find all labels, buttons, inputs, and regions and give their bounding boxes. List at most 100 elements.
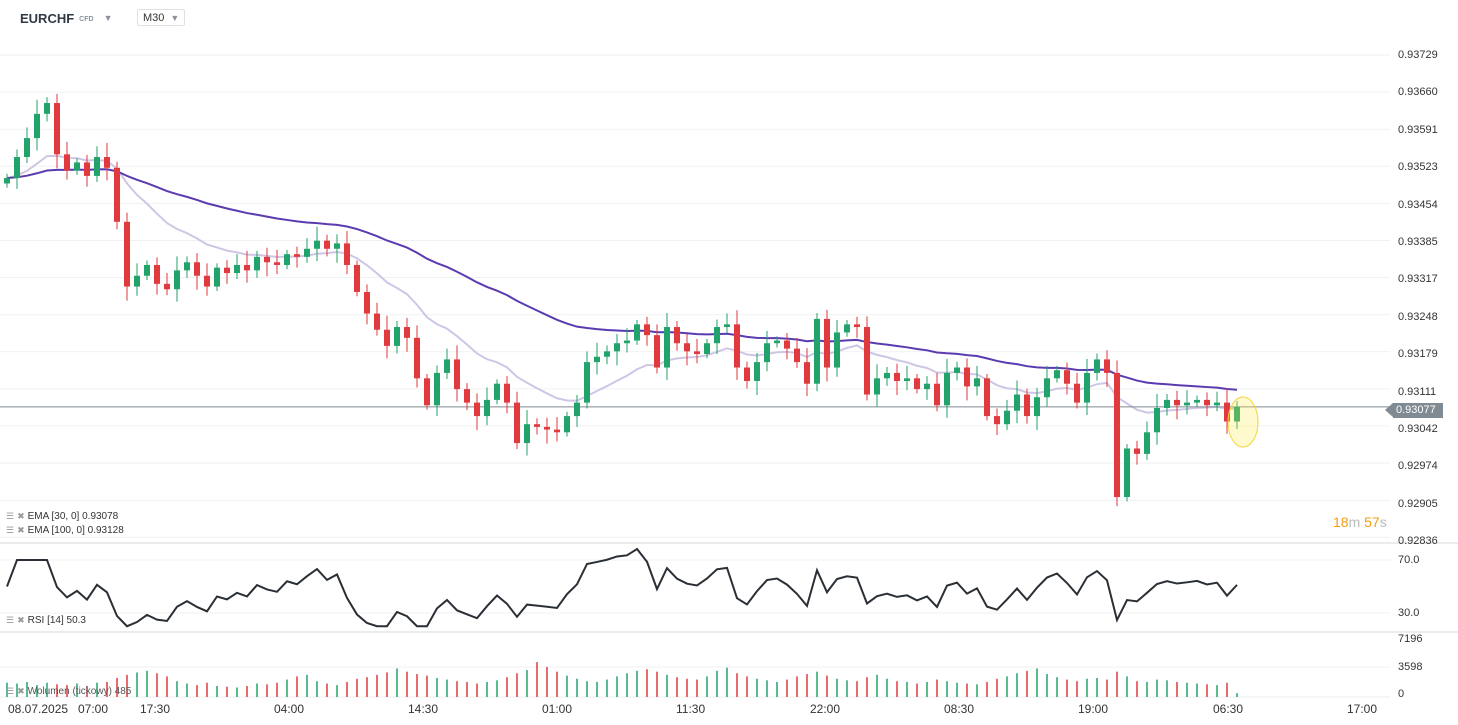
candle-body: [1214, 402, 1220, 406]
volume-axis-zero: 0: [1398, 688, 1405, 700]
candle-body: [824, 318, 830, 368]
time-axis-label: 08.07.2025: [8, 702, 69, 716]
candle-body: [674, 327, 680, 344]
candle-body: [214, 267, 220, 287]
rsi-legend[interactable]: ☰ ✖ RSI [14] 50.3: [6, 615, 86, 626]
close-icon[interactable]: ✖: [17, 525, 25, 535]
menu-icon[interactable]: ☰: [6, 615, 15, 625]
menu-icon[interactable]: ☰: [6, 686, 15, 696]
chevron-down-icon: ▼: [170, 12, 180, 23]
candle-body: [1114, 372, 1120, 498]
candle-body: [1234, 406, 1240, 422]
candle-body: [974, 378, 980, 387]
candle-body: [4, 178, 10, 184]
candle-body: [864, 327, 870, 395]
candle-body: [1004, 410, 1010, 425]
candle-body: [914, 378, 920, 390]
candle-body: [1134, 448, 1140, 454]
volume-legend[interactable]: ☰ ✖ Wolumen (tickowy) 485: [6, 686, 132, 697]
candle-body: [684, 343, 690, 352]
candle-body: [294, 254, 300, 257]
candle-body: [104, 157, 110, 168]
candle-body: [1144, 432, 1150, 454]
candle-body: [754, 362, 760, 382]
candle-timer: 18m 57s: [1333, 514, 1387, 530]
candle-body: [844, 324, 850, 333]
candle-body: [424, 378, 430, 406]
candle-body: [234, 264, 240, 274]
candle-body: [1054, 370, 1060, 379]
candle-body: [704, 343, 710, 355]
candle-body: [554, 429, 560, 433]
candle-body: [164, 283, 170, 290]
candle-body: [954, 367, 960, 373]
candle-body: [764, 343, 770, 363]
price-axis-label: 0.93523: [1398, 161, 1438, 174]
time-axis-label: 01:00: [542, 702, 573, 716]
close-icon[interactable]: ✖: [17, 686, 25, 696]
rsi-line: [6, 547, 1238, 628]
candle-body: [404, 327, 410, 338]
menu-icon[interactable]: ☰: [6, 511, 15, 521]
candle-body: [564, 416, 570, 433]
candle-body: [484, 399, 490, 417]
price-axis-label: 0.93179: [1398, 348, 1438, 361]
price-axis-label: 0.93317: [1398, 273, 1438, 286]
candle-body: [244, 264, 250, 271]
price-axis-label: 0.93385: [1398, 236, 1438, 248]
candle-body: [934, 383, 940, 406]
candle-body: [144, 264, 150, 276]
current-price-tag: 0.93077: [1385, 403, 1443, 418]
last-candle-highlight: [1227, 396, 1259, 448]
candle-body: [624, 340, 630, 344]
candle-body: [534, 424, 540, 427]
candle-body: [184, 262, 190, 271]
close-icon[interactable]: ✖: [17, 511, 25, 521]
candle-body: [524, 424, 530, 444]
candle-body: [444, 359, 450, 373]
candle-body: [1044, 378, 1050, 398]
candle-body: [854, 324, 860, 328]
symbol-selector[interactable]: EURCHF CFD ▼: [20, 9, 112, 27]
candle-body: [474, 402, 480, 417]
time-axis-label: 17:30: [140, 702, 171, 716]
candle-body: [1124, 448, 1130, 498]
candle-body: [34, 113, 40, 139]
ema100-legend[interactable]: ☰ ✖ EMA [100, 0] 0.93128: [6, 525, 124, 536]
candle-body: [1064, 370, 1070, 384]
candle-body: [304, 248, 310, 257]
candle-body: [324, 240, 330, 249]
ema100-line: [6, 168, 1238, 391]
timeframe-value: M30: [143, 11, 165, 24]
candle-body: [204, 275, 210, 287]
candle-body: [964, 367, 970, 387]
candle-body: [604, 351, 610, 357]
menu-icon[interactable]: ☰: [6, 525, 15, 535]
time-axis-label: 17:00: [1347, 702, 1378, 716]
timeframe-select[interactable]: M30 ▼: [137, 9, 186, 26]
candle-body: [1034, 397, 1040, 417]
candle-body: [1074, 383, 1080, 403]
candle-body: [194, 262, 200, 276]
candle-body: [694, 351, 700, 355]
close-icon[interactable]: ✖: [17, 615, 25, 625]
price-axis-label: 0.93248: [1398, 310, 1438, 323]
candle-body: [784, 340, 790, 349]
candle-body: [874, 378, 880, 395]
candle-body: [1224, 402, 1230, 422]
candle-body: [544, 426, 550, 430]
time-axis-label: 11:30: [676, 702, 706, 716]
candle-body: [884, 372, 890, 379]
candle-body: [314, 240, 320, 249]
candle-body: [794, 348, 800, 363]
candle-body: [1174, 399, 1180, 406]
price-axis-label: 0.93111: [1398, 385, 1437, 398]
ema30-legend[interactable]: ☰ ✖ EMA [30, 0] 0.93078: [6, 511, 119, 522]
candle-body: [24, 138, 30, 158]
candle-body: [1164, 399, 1170, 408]
price-axis-label: 0.93591: [1398, 123, 1438, 136]
candle-body: [224, 267, 230, 274]
candle-body: [714, 327, 720, 344]
candle-body: [574, 402, 580, 417]
